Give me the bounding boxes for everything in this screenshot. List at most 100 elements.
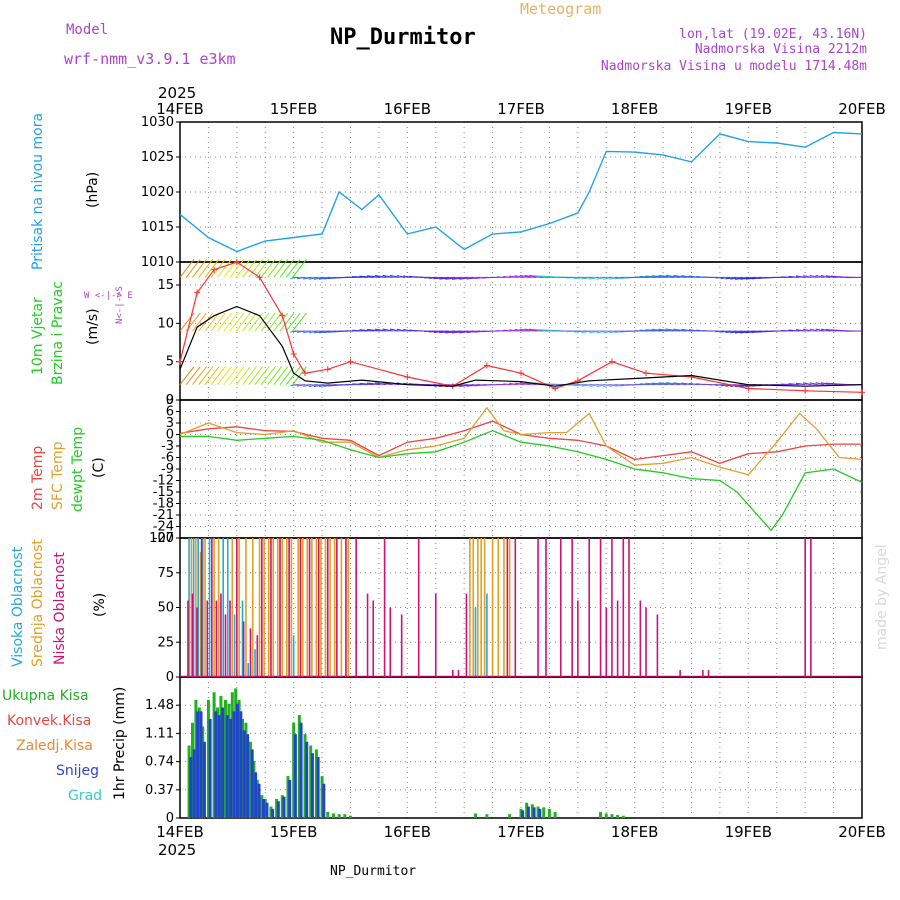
wind-barb: [292, 366, 307, 385]
precip-snow-bar: [217, 715, 221, 818]
precip-snow-bar: [293, 734, 297, 818]
precip-total-bar: [621, 815, 625, 818]
plot-area: 103010251020101510101510509630-3-6-9-12-…: [141, 115, 865, 826]
wind-barb: [223, 312, 239, 332]
precip-snow-bar: [232, 711, 236, 818]
wind-barb: [185, 259, 201, 278]
bottom-date-label: 16FEB: [384, 823, 431, 841]
precip-total-bar: [309, 745, 313, 818]
precip-total-bar: [331, 813, 335, 818]
wind-barb: [229, 366, 245, 385]
wind-barb: [179, 259, 195, 278]
precip-snow-bar: [538, 808, 542, 818]
precip-snow-bar: [229, 718, 233, 818]
wind-barb: [229, 312, 245, 332]
precip-snow-bar: [262, 798, 266, 818]
y-tick-label: 0: [166, 670, 174, 685]
wind-barb: [273, 259, 289, 278]
wind-barb: [292, 259, 307, 278]
y-tick-label: 0: [166, 811, 174, 826]
precip-total-bar: [187, 745, 191, 818]
precip-total-bar: [197, 707, 201, 818]
y-tick-label: 6: [166, 405, 174, 420]
precip-total-bar: [227, 703, 231, 818]
wind-barb: [192, 312, 207, 332]
precip-total-bar: [547, 808, 551, 818]
tsfc-label: SFC Temp: [50, 441, 66, 510]
wind-gust-marker: [347, 358, 354, 365]
wind-gust-marker: [279, 312, 286, 319]
y-tick-label: 1025: [141, 150, 174, 165]
wind-gust-line: [179, 261, 863, 393]
precip-snow-label: Snijeg: [56, 763, 99, 779]
precip-total-bar: [269, 806, 273, 818]
top-date-label: 15FEB: [270, 100, 317, 118]
precip-snow-bar: [199, 711, 203, 818]
precip-total-bar: [610, 814, 614, 818]
precip-total-bar: [326, 811, 330, 818]
bottom-date-label: 20FEB: [838, 823, 885, 841]
high-cloud-label: Visoka Oblacnost: [10, 546, 26, 667]
top-date-label: 20FEB: [838, 100, 885, 118]
y-tick-label: 5: [166, 355, 174, 370]
y-tick-label: 100: [149, 531, 174, 546]
wind-barb: [179, 366, 195, 385]
wind-barb: [185, 366, 201, 385]
y-tick-label: -6: [161, 451, 174, 466]
precip-snow-bar: [214, 711, 218, 818]
year-top: 2025: [158, 84, 196, 102]
y-tick-label: 1.11: [145, 726, 174, 741]
precip-total-bar: [519, 808, 523, 818]
bottom-time-axis: 14FEB 15FEB 16FEB 17FEB 18FEB 19FEB 20FEB: [156, 823, 885, 841]
precip-snow-bar: [192, 749, 196, 818]
top-date-label: 16FEB: [384, 100, 431, 118]
precip-frz-label: Zaledj.Kisa: [16, 738, 93, 754]
precip-total-bar: [314, 749, 318, 818]
precip-total-bar: [525, 802, 529, 818]
precip-snow-bar: [276, 801, 280, 818]
y-tick-label: -18: [153, 497, 174, 512]
t2m-label: 2m Temp: [30, 446, 46, 510]
wind-unit: (m/s): [85, 308, 101, 345]
precip-total-bar: [320, 776, 324, 818]
wind-title-1: 10m Vjetar: [30, 297, 46, 375]
wind-barb: [254, 366, 270, 385]
precip-total-bar: [252, 760, 256, 818]
bottom-date-label: 15FEB: [270, 823, 317, 841]
precip-snow-bar: [254, 772, 258, 818]
wind-barb: [223, 366, 239, 385]
precip-unit: 1hr Precip (mm): [112, 687, 128, 800]
precip-snow-bar: [250, 749, 254, 818]
precip-snow-bar: [265, 802, 269, 818]
precip-snow-bar: [257, 783, 261, 818]
wind-barb: [210, 366, 226, 385]
precip-total-bar: [616, 814, 620, 818]
precip-total-bar: [303, 734, 307, 818]
pressure-title: Pritisak na nivou mora: [30, 113, 46, 270]
precip-snow-bar: [316, 757, 320, 818]
dewpoint-label: dewpt Temp: [70, 427, 86, 512]
precip-snow-bar: [202, 741, 206, 818]
precip-total-bar: [542, 807, 546, 818]
precip-total-bar: [248, 741, 252, 818]
wind-compass-ns: N<-|->S: [115, 286, 125, 324]
wind-barb: [192, 259, 207, 278]
wind-gust-marker: [608, 358, 615, 365]
precip-total-bar: [216, 707, 220, 818]
precip-total-bar: [201, 726, 205, 818]
precip-total-bar: [223, 699, 227, 818]
precip-snow-bar: [521, 810, 525, 818]
wind-gust-marker: [404, 374, 411, 380]
precip-total-bar: [219, 696, 223, 818]
wind-barb: [285, 366, 301, 385]
precip-snow-bar: [242, 730, 246, 818]
pressure-line: [179, 131, 863, 253]
y-tick-label: 9: [166, 393, 174, 408]
wind-barb: [273, 312, 289, 332]
wind-gust-marker: [211, 266, 218, 273]
product-title: Meteogram: [520, 0, 601, 18]
precip-total-bar: [244, 722, 248, 818]
precip-total-bar: [474, 813, 478, 818]
precip-total-bar: [260, 795, 264, 818]
wind-barb: [267, 366, 282, 385]
